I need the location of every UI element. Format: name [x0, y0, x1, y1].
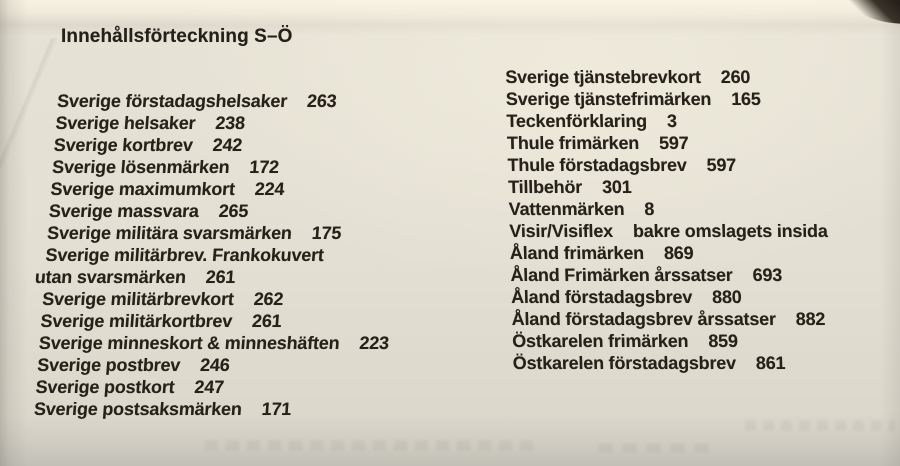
- toc-entry: Sverige militärkortbrev 261: [40, 310, 392, 332]
- toc-entry-label: Sverige militärbrevkort: [41, 289, 235, 309]
- toc-entry: Sverige maximumkort 224: [50, 178, 402, 200]
- toc-entry: Åland förstadagsbrev 880: [511, 286, 830, 308]
- toc-entry-page: 172: [248, 157, 280, 177]
- toc-entry-page: 597: [706, 155, 737, 175]
- toc-entry-label: Sverige helsaker: [54, 113, 197, 133]
- toc-entry: Sverige tjänstefrimärken 165: [506, 88, 825, 110]
- toc-entry-page: 224: [254, 179, 286, 199]
- toc-entry: Sverige minneskort & minneshäften 223: [38, 332, 390, 354]
- toc-entry-label: Sverige minneskort & minneshäften: [38, 333, 341, 353]
- toc-entry-page: 265: [218, 201, 250, 221]
- toc-entry-page: 246: [199, 355, 231, 375]
- toc-entry-label: Östkarelen förstadagsbrev: [512, 353, 737, 373]
- toc-entry-label: Thule frimärken: [506, 133, 640, 153]
- toc-entry: Sverige massvara 265: [48, 200, 400, 222]
- toc-entry-page: 3: [666, 111, 678, 131]
- toc-entry: Åland frimärken 869: [510, 242, 829, 264]
- toc-entry-label: Åland frimärken: [509, 243, 645, 263]
- toc-entry-label: Sverige militärkortbrev: [39, 311, 233, 331]
- toc-entry: Sverige postkort 247: [35, 376, 387, 398]
- toc-entry-label: Sverige postbrev: [36, 355, 181, 375]
- toc-entry-page: 261: [205, 267, 237, 287]
- toc-entry: Östkarelen förstadagsbrev 861: [512, 352, 831, 374]
- toc-entry: Sverige postsaksmärken 171: [33, 398, 385, 420]
- showthrough-smudge: [598, 443, 718, 453]
- toc-column-left: Sverige förstadagshelsaker 263 Sverige hel…: [33, 90, 408, 420]
- toc-entry-page: 262: [253, 289, 284, 309]
- showthrough-smudge: [205, 440, 535, 451]
- toc-entry-page: 301: [601, 177, 632, 197]
- toc-entry-page: 882: [795, 309, 826, 329]
- toc-entry-label: Åland förstadagsbrev årssatser: [511, 309, 777, 329]
- toc-entry: Sverige lösenmärken 172: [51, 156, 403, 178]
- toc-entry-label: Åland förstadagsbrev: [510, 287, 693, 307]
- toc-entry-label: Sverige militärbrev. Frankokuvert: [44, 245, 325, 265]
- toc-entry: Visir/Visiflex bakre omslagets insida: [509, 220, 828, 242]
- toc-entry: Sverige helsaker 238: [55, 112, 407, 134]
- toc-entry-page: bakre omslagets insida: [632, 221, 828, 241]
- toc-column-right: Sverige tjänstebrevkort 260 Sverige tjänst…: [505, 66, 831, 374]
- paper-crease: [0, 38, 95, 168]
- toc-entry: Sverige tjänstebrevkort 260: [505, 66, 824, 88]
- toc-entry: Thule förstadagsbrev 597: [507, 154, 826, 176]
- toc-entry: Sverige militärbrev. Frankokuvert: [45, 244, 397, 266]
- toc-entry: Teckenförklaring 3: [506, 110, 825, 132]
- toc-entry-page: 861: [755, 353, 786, 373]
- toc-entry-page: 263: [306, 91, 338, 111]
- toc-entry: Sverige militära svarsmärken 175: [46, 222, 398, 244]
- toc-entry-label: Sverige postsaksmärken: [33, 399, 243, 419]
- toc-entry-label: Sverige militära svarsmärken: [46, 223, 293, 243]
- toc-entry-page: 8: [644, 199, 655, 219]
- page-title: Innehållsförteckning S–Ö: [61, 26, 293, 47]
- toc-entry-page: 693: [752, 265, 783, 285]
- toc-entry-page: 223: [358, 333, 390, 353]
- toc-entry: Åland Frimärken årssatser 693: [510, 264, 829, 286]
- toc-entry-label: Sverige lösenmärken: [51, 157, 231, 177]
- toc-entry-label: Vattenmärken: [508, 199, 625, 219]
- toc-entry: Vattenmärken 8: [508, 198, 827, 220]
- toc-entry-label: Östkarelen frimärken: [511, 331, 689, 351]
- toc-entry-page: 880: [711, 287, 742, 307]
- toc-entry: Östkarelen frimärken 859: [512, 330, 831, 352]
- toc-entry-page: 242: [211, 135, 243, 155]
- toc-entry: utan svarsmärken 261: [34, 266, 395, 288]
- toc-entry-page: 175: [311, 223, 342, 243]
- toc-entry-label: Thule förstadagsbrev: [507, 155, 687, 175]
- toc-entry-page: 869: [663, 243, 694, 263]
- toc-entry-label: Sverige kortbrev: [53, 135, 194, 155]
- toc-entry-label: Åland Frimärken årssatser: [510, 265, 733, 285]
- toc-entry: Sverige kortbrev 242: [53, 134, 405, 156]
- toc-entry: Tillbehör 301: [508, 176, 827, 198]
- toc-entry-label: Teckenförklaring: [506, 111, 648, 131]
- toc-entry-label: Sverige postkort: [34, 377, 176, 397]
- toc-entry-page: 247: [193, 377, 225, 397]
- toc-entry-label: Sverige förstadagshelsaker: [56, 91, 288, 111]
- toc-entry: Sverige militärbrevkort 262: [41, 288, 393, 310]
- toc-entry-label: Visir/Visiflex: [509, 221, 614, 241]
- toc-entry-page: 238: [214, 113, 246, 133]
- toc-entry: Sverige postbrev 246: [36, 354, 388, 376]
- toc-entry-page: 165: [730, 89, 761, 109]
- toc-entry: Thule frimärken 597: [507, 132, 826, 154]
- toc-entry-page: 171: [260, 399, 292, 419]
- toc-entry-label: Sverige tjänstefrimärken: [505, 89, 712, 109]
- toc-entry: Åland förstadagsbrev årssatser 882: [511, 308, 830, 330]
- toc-entry-page: 859: [708, 331, 738, 351]
- page-corner-shadow: [846, 0, 900, 24]
- showthrough-smudge: [745, 420, 895, 431]
- toc-entry-page: 261: [251, 311, 283, 331]
- toc-entry-page: 597: [658, 133, 689, 153]
- toc-entry-page: 260: [720, 67, 751, 87]
- toc-entry-label: utan svarsmärken: [34, 267, 187, 287]
- toc-entry-label: Sverige tjänstebrevkort: [505, 67, 702, 87]
- toc-entry: Sverige förstadagshelsaker 263: [56, 90, 408, 112]
- toc-entry-label: Tillbehör: [507, 177, 583, 197]
- toc-entry-label: Sverige maximumkort: [49, 179, 236, 199]
- toc-entry-label: Sverige massvara: [48, 201, 200, 221]
